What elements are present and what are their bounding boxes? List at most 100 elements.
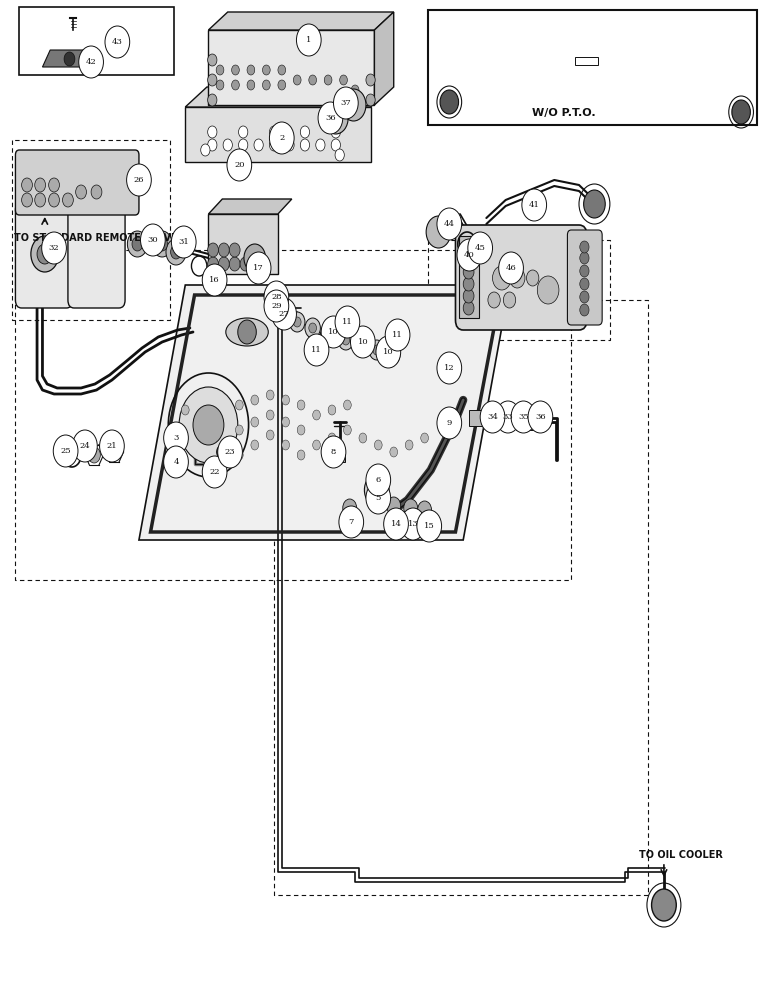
Text: 11: 11 (392, 331, 403, 339)
Circle shape (266, 430, 274, 440)
Circle shape (208, 126, 217, 138)
Text: 1: 1 (306, 36, 311, 44)
Circle shape (328, 433, 336, 443)
Circle shape (164, 446, 188, 478)
Text: 45: 45 (475, 244, 486, 252)
Circle shape (179, 387, 238, 463)
Circle shape (463, 253, 474, 267)
Circle shape (457, 239, 482, 271)
Bar (500, 410, 517, 426)
Circle shape (321, 316, 346, 348)
Polygon shape (139, 285, 510, 540)
Text: 43: 43 (112, 38, 123, 46)
Circle shape (297, 450, 305, 460)
Circle shape (359, 433, 367, 443)
Circle shape (366, 74, 375, 86)
Circle shape (266, 410, 274, 420)
Circle shape (350, 326, 375, 358)
Circle shape (300, 126, 310, 138)
Circle shape (328, 405, 336, 415)
Text: 12: 12 (444, 364, 455, 372)
Circle shape (208, 54, 217, 66)
Circle shape (251, 417, 259, 427)
Circle shape (235, 425, 243, 435)
Circle shape (437, 208, 462, 240)
Circle shape (290, 312, 305, 332)
Circle shape (580, 252, 589, 264)
Circle shape (152, 231, 172, 257)
Circle shape (334, 87, 358, 119)
Circle shape (511, 401, 536, 433)
Circle shape (264, 290, 289, 322)
Circle shape (264, 281, 289, 313)
Text: 29: 29 (271, 302, 282, 310)
Circle shape (282, 417, 290, 427)
Circle shape (404, 499, 418, 517)
Text: 36: 36 (325, 114, 336, 122)
Text: 33: 33 (503, 413, 513, 421)
Circle shape (240, 257, 251, 271)
Circle shape (426, 216, 451, 248)
Circle shape (339, 506, 364, 538)
Circle shape (405, 440, 413, 450)
Circle shape (527, 270, 539, 286)
Circle shape (510, 268, 525, 288)
Polygon shape (374, 12, 394, 105)
Circle shape (201, 144, 210, 156)
Circle shape (537, 276, 559, 304)
Circle shape (376, 336, 401, 368)
Text: 27: 27 (279, 310, 290, 318)
Circle shape (293, 317, 301, 327)
Text: 16: 16 (209, 276, 220, 284)
Circle shape (218, 257, 229, 271)
Circle shape (208, 74, 217, 86)
Circle shape (269, 122, 294, 154)
Circle shape (296, 24, 321, 56)
Text: 23: 23 (225, 448, 235, 456)
Circle shape (105, 26, 130, 58)
Circle shape (580, 304, 589, 316)
Circle shape (174, 425, 181, 435)
FancyBboxPatch shape (15, 150, 139, 215)
Circle shape (324, 330, 332, 340)
Circle shape (417, 510, 442, 542)
Circle shape (22, 178, 32, 192)
Text: 21: 21 (107, 442, 117, 450)
Circle shape (202, 456, 227, 488)
Circle shape (293, 75, 301, 85)
Polygon shape (208, 12, 394, 30)
Bar (334, 454, 345, 462)
Circle shape (42, 232, 66, 264)
Circle shape (208, 94, 217, 106)
Circle shape (335, 306, 360, 338)
Bar (208, 30, 374, 105)
Circle shape (235, 400, 243, 410)
Text: 10: 10 (383, 348, 394, 356)
Circle shape (166, 239, 186, 265)
Bar (575, 57, 598, 65)
Circle shape (22, 193, 32, 207)
Circle shape (278, 65, 286, 75)
Text: 30: 30 (147, 236, 158, 244)
Circle shape (316, 139, 325, 151)
Circle shape (239, 126, 248, 138)
Circle shape (463, 241, 474, 255)
Circle shape (732, 100, 750, 124)
Circle shape (202, 264, 227, 296)
Circle shape (79, 46, 103, 78)
Circle shape (463, 289, 474, 303)
Circle shape (157, 237, 168, 251)
Circle shape (354, 335, 369, 355)
FancyBboxPatch shape (15, 202, 73, 308)
Circle shape (247, 65, 255, 75)
Circle shape (309, 75, 317, 85)
Circle shape (229, 243, 240, 257)
Text: 20: 20 (234, 161, 245, 169)
FancyBboxPatch shape (567, 230, 602, 325)
Circle shape (88, 447, 100, 463)
Circle shape (522, 189, 547, 221)
Circle shape (297, 425, 305, 435)
Circle shape (108, 444, 120, 460)
Circle shape (297, 400, 305, 410)
Circle shape (218, 436, 242, 468)
